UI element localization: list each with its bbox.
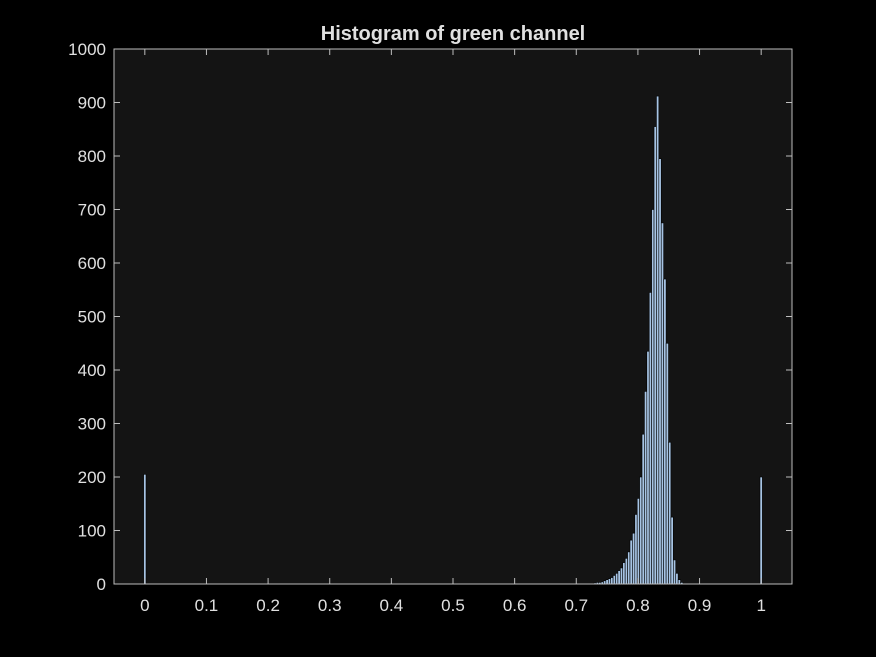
histogram-bar [634,514,638,585]
histogram-bar [627,551,631,585]
histogram-bar [646,350,650,585]
histogram-bar [620,567,624,585]
x-tick-label: 0.7 [564,596,588,615]
histogram-bar [660,222,664,585]
y-tick-label: 100 [78,522,106,541]
histogram-bar [656,95,660,585]
histogram-bar [636,498,640,585]
histogram-bar [673,559,677,585]
histogram-bar [651,209,655,585]
x-tick-label: 0 [140,596,149,615]
histogram-bar [607,578,611,585]
histogram-bar [663,278,667,585]
y-tick-label: 0 [97,575,106,594]
histogram-bar [143,474,147,585]
y-tick-label: 1000 [68,40,106,59]
histogram-bar [610,577,614,585]
x-tick-label: 0.8 [626,596,650,615]
histogram-bar [612,575,616,585]
histogram-bar [644,391,648,585]
histogram-bar [624,558,628,585]
histogram-bar [605,579,609,585]
histogram-bar [677,579,681,585]
y-tick-label: 400 [78,361,106,380]
x-tick-label: 0.6 [503,596,527,615]
histogram-bar [665,342,669,585]
y-tick-label: 200 [78,468,106,487]
histogram-bar [648,292,652,585]
axes-background [114,49,792,584]
histogram-bar [632,532,636,585]
histogram-bar [617,570,621,585]
x-tick-label: 0.5 [441,596,465,615]
chart-title: Histogram of green channel [321,23,586,45]
y-tick-label: 300 [78,415,106,434]
x-tick-label: 0.2 [256,596,280,615]
histogram-bar [759,476,763,585]
x-tick-label: 0.3 [318,596,342,615]
ticks-group: 0 0.1 0.2 0.3 0.4 0.5 0.6 0.7 0.8 0.9 1 0 100 200 300 4… [68,40,792,615]
y-tick-label: 500 [78,308,106,327]
histogram-bar [658,158,662,585]
x-tick-label: 0.9 [688,596,712,615]
histogram-bar [668,441,672,585]
histogram-bar [629,539,633,585]
histogram-bar [653,126,657,585]
histogram-bar [622,562,626,585]
histogram-bar [639,476,643,585]
histogram-bar [675,572,679,585]
histogram-bar [641,433,645,585]
histogram-bar [670,516,674,585]
y-tick-label: 600 [78,254,106,273]
x-tick-label: 0.1 [195,596,219,615]
y-tick-label: 800 [78,147,106,166]
y-tick-label: 700 [78,201,106,220]
x-tick-label: 1 [756,596,765,615]
histogram-bar [615,572,619,585]
x-tick-label: 0.4 [380,596,404,615]
y-tick-label: 900 [78,94,106,113]
